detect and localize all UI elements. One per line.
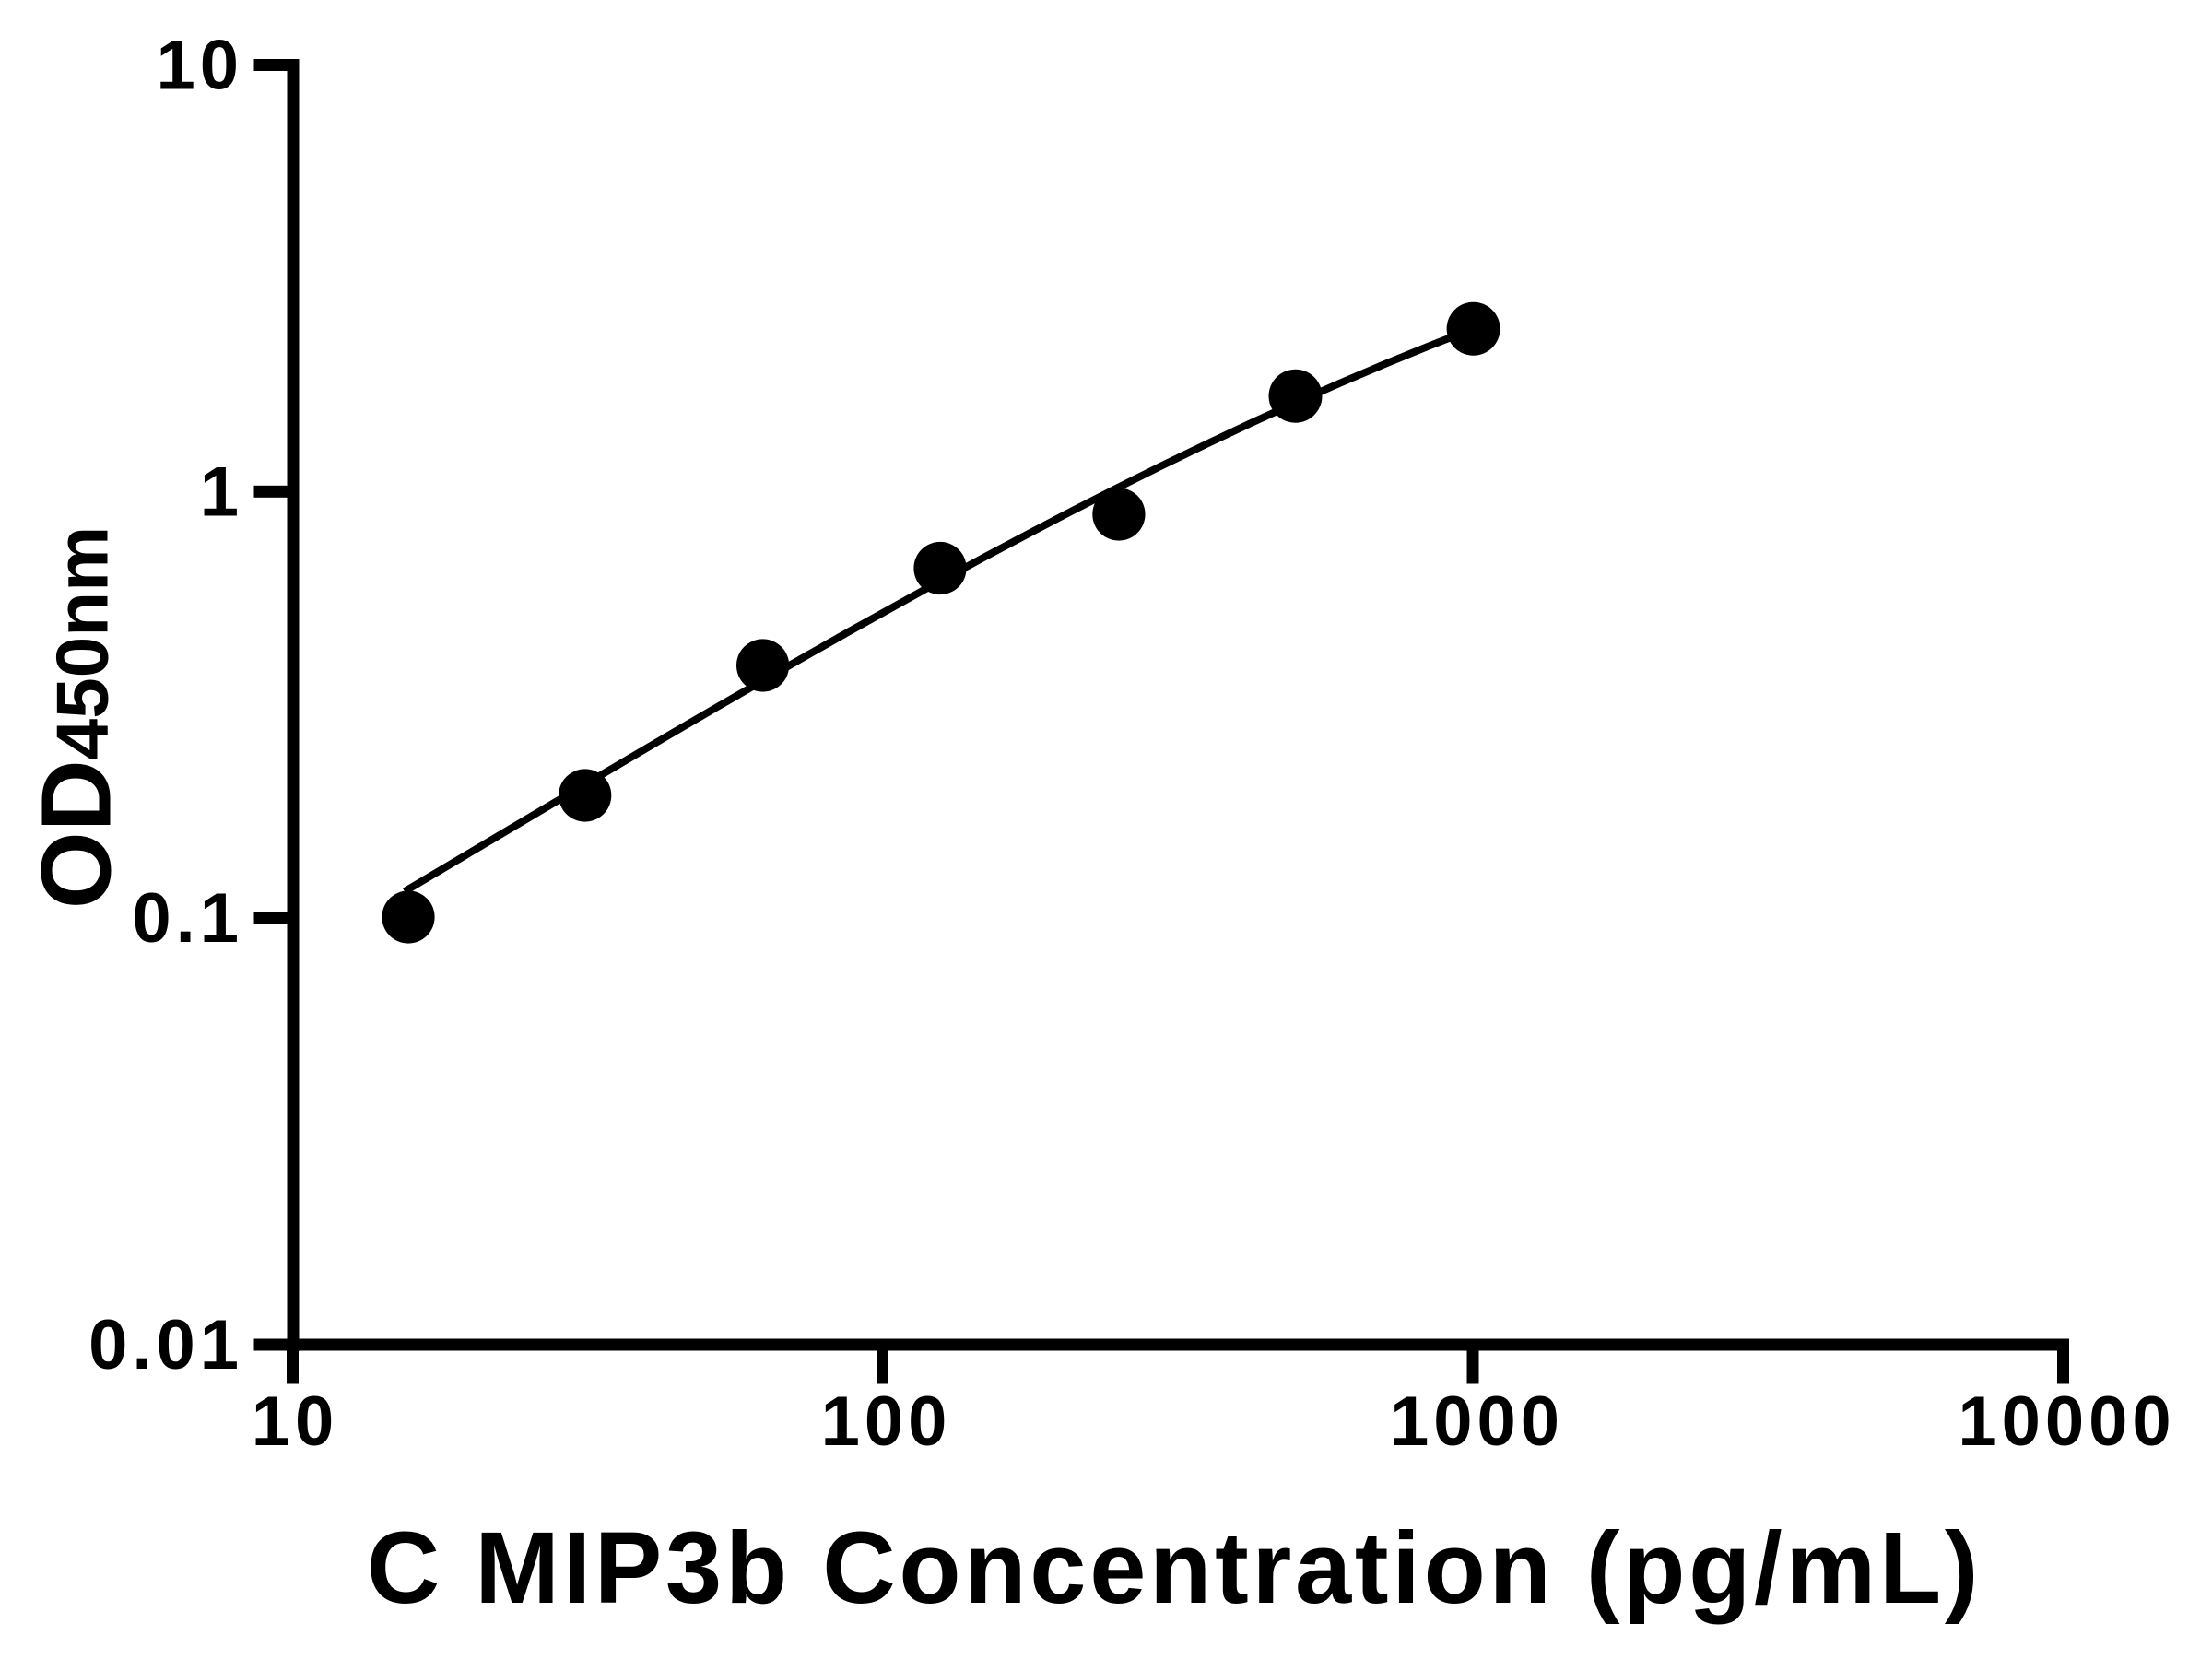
svg-text:10000: 10000 xyxy=(1958,1382,2175,1461)
svg-text:0.1: 0.1 xyxy=(132,879,243,958)
svg-text:1: 1 xyxy=(200,453,243,531)
svg-text:100: 100 xyxy=(821,1382,952,1461)
svg-text:C MIP3b Concentration (pg/mL): C MIP3b Concentration (pg/mL) xyxy=(367,1512,1983,1625)
svg-text:10: 10 xyxy=(156,27,243,105)
svg-text:1000: 1000 xyxy=(1390,1382,1564,1461)
svg-text:0.01: 0.01 xyxy=(88,1306,243,1384)
svg-text:10: 10 xyxy=(252,1382,339,1461)
